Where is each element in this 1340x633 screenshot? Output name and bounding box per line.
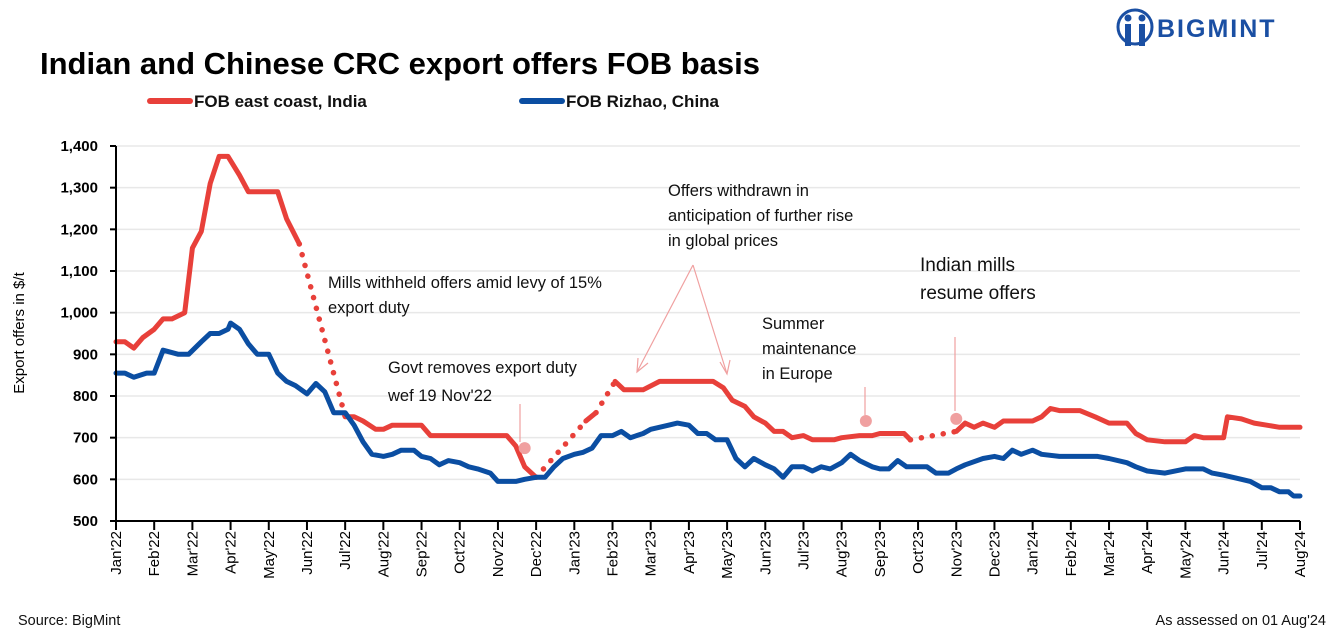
series-india	[113, 153, 1303, 481]
series-line-dotted	[593, 378, 618, 416]
x-tick-label: Feb'24	[1063, 531, 1080, 576]
x-tick-label: May'24	[1177, 531, 1194, 579]
series-china	[113, 320, 1303, 499]
annotation-indian-mills-resume: Indian mills resume offers	[920, 255, 1036, 304]
x-tick-label: Jul'24	[1254, 531, 1271, 570]
series-line	[342, 414, 539, 480]
y-tick-label: 900	[73, 346, 98, 363]
x-tick-label: Nov'22	[490, 531, 507, 577]
x-tick-label: Mar'24	[1101, 531, 1118, 576]
x-tick-label: Apr'22	[223, 531, 240, 574]
x-tick-label: Apr'24	[1139, 531, 1156, 574]
x-tick-label: Feb'23	[605, 531, 622, 576]
annotation-line: Indian mills	[920, 255, 1015, 276]
y-tick-label: 700	[73, 430, 98, 447]
annotation-line: anticipation of further rise	[668, 207, 853, 225]
x-tick-label: Sep'23	[872, 531, 889, 577]
arrow-line	[636, 264, 694, 373]
series-line	[953, 406, 1303, 445]
logo-text: BIGMINT	[1157, 15, 1277, 43]
annotation-line: resume offers	[920, 283, 1036, 304]
x-tick-label: May'22	[261, 531, 278, 579]
series-line-dotted	[907, 428, 960, 443]
x-tick-label: Jun'22	[299, 531, 316, 575]
x-tick-label: Jan'24	[1025, 531, 1042, 575]
annotation-pointers	[519, 264, 956, 442]
y-tick-label: 1,000	[60, 305, 98, 322]
x-tick-label: Jul'22	[337, 531, 354, 570]
x-tick-label: Jun'24	[1216, 531, 1233, 575]
annotation-offers-withdrawn: Offers withdrawn in anticipation of furt…	[668, 182, 853, 250]
legend: FOB east coast, India FOB Rizhao, China	[147, 92, 720, 111]
y-tick-label: 1,300	[60, 180, 98, 197]
x-tick-label: Jul'23	[795, 531, 812, 570]
y-tick-label: 600	[73, 471, 98, 488]
y-tick-label: 1,400	[60, 138, 98, 155]
annotation-line: in global prices	[668, 232, 778, 250]
x-tick-label: May'23	[719, 531, 736, 579]
x-tick-label: Jan'23	[566, 531, 583, 575]
y-tick-label: 1,200	[60, 221, 98, 238]
legend-label-china: FOB Rizhao, China	[566, 92, 720, 111]
y-tick-label: 1,100	[60, 263, 98, 280]
x-tick-label: Dec'22	[528, 531, 545, 577]
y-axis-label: Export offers in $/t	[11, 271, 28, 393]
x-tick-label: Nov'23	[948, 531, 965, 577]
annotation-marker	[518, 442, 531, 455]
arrow-head	[636, 357, 649, 374]
x-tick-label: Oct'22	[452, 531, 469, 574]
series-line	[113, 320, 1303, 499]
x-tick-label: Oct'23	[910, 531, 927, 574]
x-tick-label: Aug'24	[1292, 531, 1309, 577]
x-tick-label: Aug'22	[375, 531, 392, 577]
x-tick-label: Apr'23	[681, 531, 698, 574]
x-tick-label: Mar'22	[184, 531, 201, 576]
series-line	[612, 378, 913, 443]
annotation-line: wef 19 Nov'22	[387, 387, 492, 405]
y-tick-label: 500	[73, 513, 98, 530]
x-tick-label: Sep'22	[414, 531, 431, 577]
arrow-head	[719, 359, 731, 376]
series-line	[113, 153, 302, 351]
annotation-line: export duty	[328, 299, 410, 317]
x-tick-label: Jan'22	[108, 531, 125, 575]
x-tick-label: Dec'23	[986, 531, 1003, 577]
annotation-summer-maintenance: Summer maintenance in Europe	[762, 315, 856, 383]
source-note: Source: BigMint	[18, 613, 120, 629]
arrow-line	[692, 264, 728, 375]
series-line-dotted	[533, 418, 589, 481]
annotation-marker	[950, 412, 963, 425]
bigmint-logo: BIGMINT	[1116, 8, 1277, 46]
annotation-mills-withheld: Mills withheld offers amid levy of 15% e…	[328, 274, 602, 317]
annotation-marker	[859, 415, 872, 427]
annotation-line: Govt removes export duty	[388, 359, 578, 377]
annotation-line: Offers withdrawn in	[668, 182, 809, 200]
x-tick-label: Mar'23	[643, 531, 660, 576]
series-line-dotted	[296, 241, 348, 420]
y-tick-label: 800	[73, 388, 98, 405]
legend-label-india: FOB east coast, India	[194, 92, 367, 111]
assessed-date-note: As assessed on 01 Aug'24	[1156, 613, 1326, 629]
x-tick-label: Aug'23	[834, 531, 851, 577]
annotation-line: in Europe	[762, 365, 833, 383]
annotation-govt-removes-duty: Govt removes export duty wef 19 Nov'22	[387, 359, 578, 405]
annotation-line: Mills withheld offers amid levy of 15%	[328, 274, 602, 292]
x-tick-label: Feb'22	[146, 531, 163, 576]
x-tick-label: Jun'23	[757, 531, 774, 575]
annotation-line: Summer	[762, 315, 825, 333]
annotation-line: maintenance	[762, 340, 856, 358]
chart-title: Indian and Chinese CRC export offers FOB…	[40, 46, 760, 81]
